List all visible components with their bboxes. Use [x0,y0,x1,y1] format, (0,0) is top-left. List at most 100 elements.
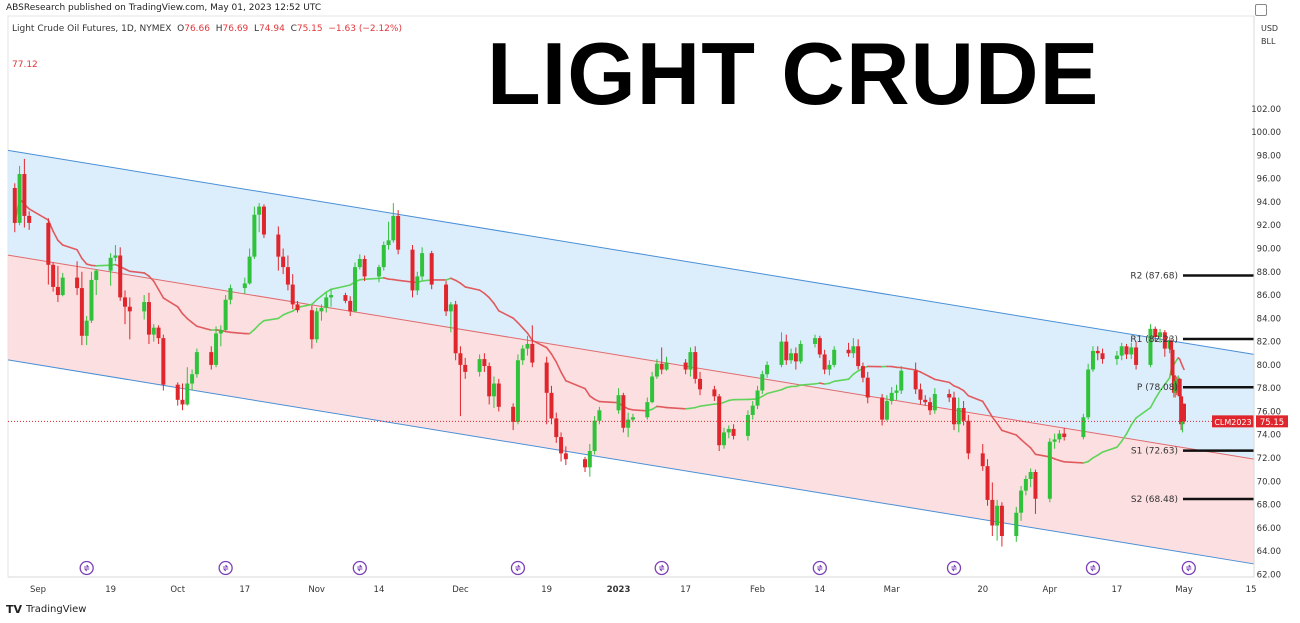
candle-body [142,302,147,312]
y-tick-label: 84.00 [1257,314,1281,324]
ma-segment [1116,440,1123,448]
brand-name: TradingView [26,604,87,615]
ma-segment [263,317,280,322]
y-tick-label: 92.00 [1257,221,1281,231]
high-label: H [215,24,223,34]
event-markers [79,560,1196,576]
candle-body [84,320,89,336]
ma-segment [454,279,462,284]
ma-segment [819,382,826,385]
close-value: 75.15 [296,24,323,34]
event-marker-icon [1181,560,1196,576]
tradingview-logo[interactable]: TV TradingView [6,603,86,616]
candle-body [688,352,693,370]
candle-body [894,390,899,393]
settings-icon[interactable] [1255,4,1267,16]
candle-body [999,505,1004,537]
candle-body [1148,328,1153,365]
candle-body [410,249,415,291]
ma-segment [459,282,467,288]
candle-body [1180,421,1185,425]
x-tick-label: 15 [1246,585,1257,595]
ma-segment [124,268,131,273]
unit-label: BLL [1261,37,1276,46]
candle-body [923,399,928,403]
ma-segment [1092,454,1099,459]
candle-body [520,348,525,361]
ma-segment [986,408,994,418]
candle-body [717,396,722,446]
candle-body [261,206,266,235]
ma-segment [488,296,495,305]
ma-segment [1101,446,1118,453]
candle-body [22,174,27,216]
candle-body [985,466,990,500]
ma-segment [780,386,788,391]
event-marker-glyph-icon [951,564,957,572]
candle-body [822,354,827,370]
candle-body [544,362,549,393]
candle-body [146,302,151,335]
candle-body [161,338,166,385]
candle-body [27,215,32,223]
candle-body [1019,490,1024,513]
candle-body [664,362,669,370]
ma-segment [560,371,567,382]
candle-body [1124,346,1129,355]
x-tick-label: 2023 [607,585,631,595]
candle-body [396,215,401,250]
y-tick-label: 102.00 [1251,105,1281,115]
ma-segment [162,297,179,308]
x-tick-label: 17 [239,585,250,595]
ma-segment [445,277,452,281]
ma-segment [627,408,634,411]
candle-body [444,284,449,312]
symbol-legend: Light Crude Oil Futures, 1D, NYMEX O76.6… [12,24,402,34]
ma-segment [1063,461,1085,464]
last-price-value: 75.15 [1260,418,1284,428]
candle-body [1134,347,1139,365]
candle-body [995,505,1000,526]
ma-segment [81,257,88,265]
candle-body [209,352,214,365]
candle-body [496,383,501,407]
candle-body [285,267,290,285]
event-marker-glyph-icon [1186,564,1192,572]
change-value: −1.63 (−2.12%) [328,24,402,34]
event-marker-icon [79,560,94,576]
ma-segment [589,395,596,401]
candle-body [1114,355,1119,360]
ma-segment [378,277,385,280]
candle-body [281,256,286,268]
y-tick-label: 80.00 [1257,361,1281,371]
last-price-value-tag [1256,415,1288,428]
ma-segment [277,314,284,320]
ma-segment [253,323,260,331]
candle-body [123,297,128,307]
last-price-line: CLM2023 75.15 [8,415,1288,428]
x-tick-label: 20 [977,585,988,595]
candle-body [865,377,870,398]
candle-body [127,306,132,312]
ma-segment [914,369,922,373]
y-tick-label: 88.00 [1257,268,1281,278]
ma-segment [325,288,332,293]
ma-segment [890,365,898,369]
ma-segment [689,406,697,410]
candle-body [228,288,233,300]
candle-body [583,459,588,468]
ma-segment [766,388,783,395]
y-tick-label: 70.00 [1257,477,1281,487]
ma-segment [1120,433,1128,443]
ma-segment [382,277,390,280]
ma-segment [632,409,649,412]
candle-body [1047,441,1052,499]
candle-body [247,256,252,284]
ma-segment [287,310,294,314]
ma-segment [152,280,160,291]
event-marker-glyph-icon [1090,564,1096,572]
candle-body [252,214,257,257]
candle-body [194,352,199,375]
ma-segment [359,278,366,281]
